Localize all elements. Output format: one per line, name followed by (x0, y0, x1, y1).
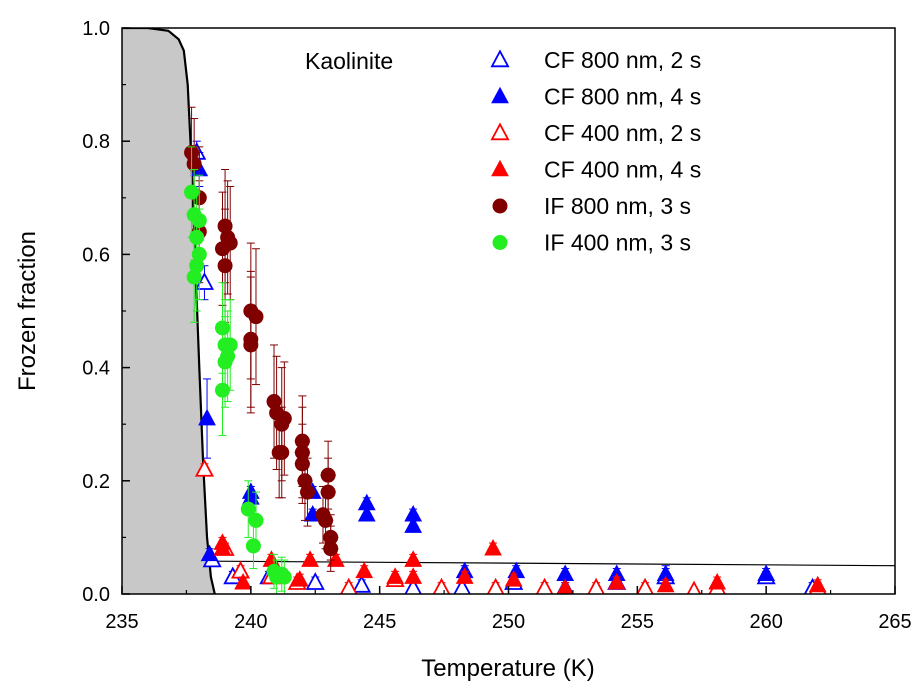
data-point (290, 570, 309, 587)
x-axis-title: Temperature (K) (421, 655, 594, 682)
data-point (323, 541, 339, 557)
x-tick-label: 265 (878, 611, 911, 633)
x-tick-label: 240 (234, 611, 267, 633)
data-point (200, 544, 219, 562)
data-point (300, 484, 316, 500)
series-6 (184, 146, 292, 594)
data-point (245, 538, 261, 554)
data-point (276, 569, 292, 585)
data-point (453, 577, 471, 594)
data-point (357, 505, 376, 522)
data-point (222, 337, 238, 353)
data-point (230, 560, 251, 579)
x-tick-label: 250 (492, 611, 525, 633)
data-point (404, 567, 423, 584)
data-point (587, 577, 605, 594)
data-point (194, 272, 215, 290)
data-point (352, 574, 372, 593)
y-axis-title: Frozen fraction (14, 231, 41, 391)
data-point (301, 550, 319, 567)
background-line (212, 560, 895, 567)
legend-label: CF 800 nm, 4 s (544, 84, 701, 110)
data-point (198, 408, 216, 426)
data-point (320, 484, 336, 500)
kaolinite-annotation: Kaolinite (305, 48, 393, 74)
data-point (607, 572, 626, 590)
legend-marker (490, 122, 510, 141)
legend-label: CF 400 nm, 2 s (544, 120, 701, 146)
data-point (194, 458, 215, 477)
data-point (386, 567, 405, 584)
data-point (808, 575, 827, 593)
data-point (535, 577, 554, 594)
plot-area (122, 28, 895, 594)
data-point (708, 572, 727, 590)
series-5 (184, 106, 339, 572)
x-tick-label: 235 (105, 611, 138, 633)
legend-label: CF 400 nm, 4 s (544, 157, 701, 183)
data-point (326, 550, 345, 567)
legend: CF 800 nm, 2 s CF 800 nm, 4 s CF 400 nm, 2… (490, 47, 701, 256)
series-layer (184, 106, 827, 594)
y-tick-label: 0.8 (82, 131, 110, 153)
y-tick-label: 0.0 (82, 584, 110, 606)
data-point (294, 456, 310, 472)
data-point (305, 572, 325, 590)
data-point (248, 512, 264, 528)
data-point (556, 578, 574, 594)
y-tick-label: 0.4 (82, 358, 110, 380)
x-tick-label: 260 (749, 611, 782, 633)
data-point (240, 501, 256, 517)
legend-marker (491, 159, 509, 177)
data-point (404, 516, 423, 533)
legend-label: IF 800 nm, 3 s (544, 193, 691, 219)
data-point (222, 235, 238, 251)
data-point (355, 561, 374, 579)
data-point (276, 411, 292, 427)
data-point (455, 567, 474, 584)
x-tick-label: 255 (621, 611, 654, 633)
data-point (234, 572, 252, 590)
data-point (214, 320, 230, 336)
data-point (656, 575, 675, 593)
data-point (636, 577, 654, 594)
data-point (191, 246, 207, 262)
legend-marker (490, 49, 510, 68)
x-axis: 235 240 245 250 255 260 265 (105, 586, 912, 633)
data-point (404, 577, 422, 594)
data-point (486, 577, 505, 594)
data-point (686, 580, 702, 594)
data-point (504, 570, 523, 587)
y-tick-label: 0.2 (82, 471, 110, 493)
background-line-segment (212, 560, 895, 567)
x-tick-label: 245 (363, 611, 396, 633)
data-point (186, 269, 202, 285)
series-4 (213, 533, 827, 594)
data-point (318, 512, 334, 528)
legend-label: IF 400 nm, 3 s (544, 230, 691, 256)
data-point (248, 309, 264, 325)
data-point (757, 564, 776, 581)
legend-marker (491, 86, 509, 104)
y-tick-label: 1.0 (82, 18, 110, 40)
legend-marker (492, 235, 508, 250)
legend-label: CF 800 nm, 2 s (544, 47, 701, 73)
data-point (243, 337, 259, 353)
y-axis: 0.0 0.2 0.4 0.6 0.8 1.0 (82, 18, 130, 606)
y-tick-label: 0.6 (82, 244, 110, 266)
legend-marker (492, 198, 508, 214)
data-point (213, 538, 232, 556)
data-point (484, 538, 502, 556)
data-point (432, 577, 451, 594)
data-point (404, 550, 423, 567)
data-point (340, 577, 358, 594)
